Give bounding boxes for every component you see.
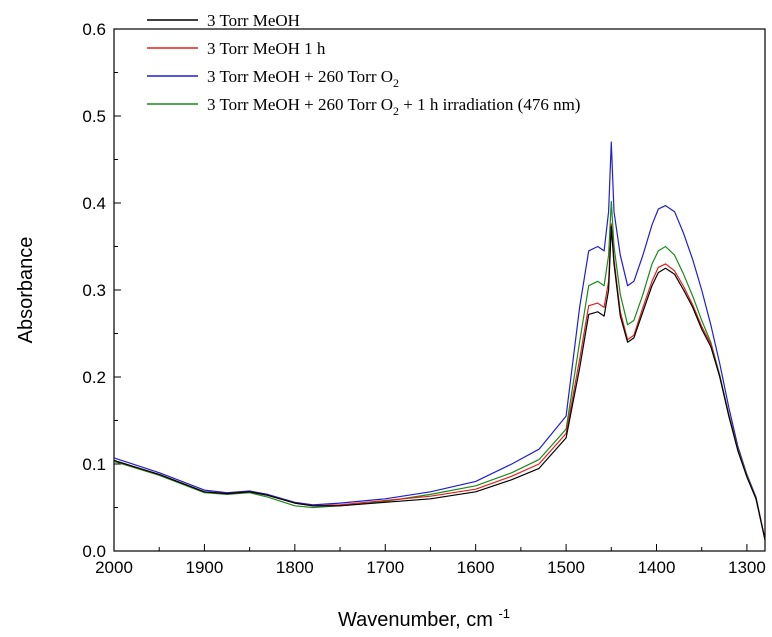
legend-label-suffix: + 1 h irradiation (476 nm) — [399, 95, 580, 114]
series-line-1 — [113, 225, 766, 540]
series-line-4 — [113, 200, 766, 540]
y-axis-title: Absorbance — [15, 237, 37, 344]
x-tick-label: 1800 — [276, 558, 314, 577]
x-tick-label: 1500 — [547, 558, 585, 577]
y-tick-label: 0.4 — [82, 194, 106, 213]
legend-label-text: 3 Torr MeOH + 260 Torr O — [207, 67, 393, 86]
y-tick-label: 0.0 — [82, 542, 106, 561]
legend-label: 3 Torr MeOH 1 h — [207, 39, 326, 58]
x-tick-label: 1900 — [186, 558, 224, 577]
x-tick-label: 2000 — [95, 558, 133, 577]
x-tick-label: 1400 — [638, 558, 676, 577]
legend-label: 3 Torr MeOH + 260 Torr O2 — [207, 67, 399, 90]
y-tick-label: 0.5 — [82, 107, 106, 126]
legend-label: 3 Torr MeOH — [207, 11, 300, 30]
legend-label-subscript: 2 — [393, 104, 399, 118]
legend: 3 Torr MeOH 3 Torr MeOH 1 h 3 Torr MeOH + … — [147, 11, 580, 118]
y-tick-label: 0.1 — [82, 455, 106, 474]
x-axis-title-superscript: -1 — [498, 606, 510, 621]
x-axis: 2000 1900 1800 1700 1600 1500 1400 1300 — [95, 544, 766, 577]
x-axis-title: Wavenumber, cm -1 — [338, 606, 510, 631]
legend-label-text: 3 Torr MeOH 1 h — [207, 39, 326, 58]
x-tick-label: 1600 — [457, 558, 495, 577]
legend-label: 3 Torr MeOH + 260 Torr O2 + 1 h irradiat… — [207, 95, 580, 118]
series-layer — [113, 141, 766, 540]
x-axis-title-text: Wavenumber, cm — [338, 609, 493, 631]
y-tick-label: 0.2 — [82, 368, 106, 387]
legend-label-subscript: 2 — [393, 76, 399, 90]
legend-label-text: 3 Torr MeOH — [207, 11, 300, 30]
y-tick-label: 0.6 — [82, 20, 106, 39]
series-line-3 — [113, 141, 766, 540]
legend-label-text: 3 Torr MeOH + 260 Torr O — [207, 95, 393, 114]
y-tick-label: 0.3 — [82, 281, 106, 300]
y-axis: 0.0 0.1 0.2 0.3 0.4 0.5 0.6 — [82, 20, 121, 561]
x-tick-label: 1300 — [728, 558, 766, 577]
x-tick-label: 1700 — [366, 558, 404, 577]
